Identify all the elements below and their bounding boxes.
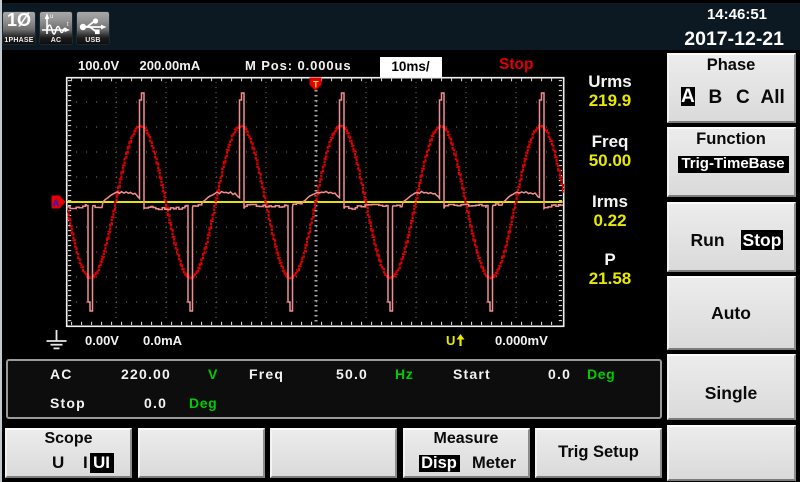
- svg-text:A: A: [52, 199, 59, 210]
- svg-text:T: T: [313, 80, 319, 91]
- svg-text:t: t: [67, 22, 69, 28]
- svg-text:u: u: [50, 14, 53, 20]
